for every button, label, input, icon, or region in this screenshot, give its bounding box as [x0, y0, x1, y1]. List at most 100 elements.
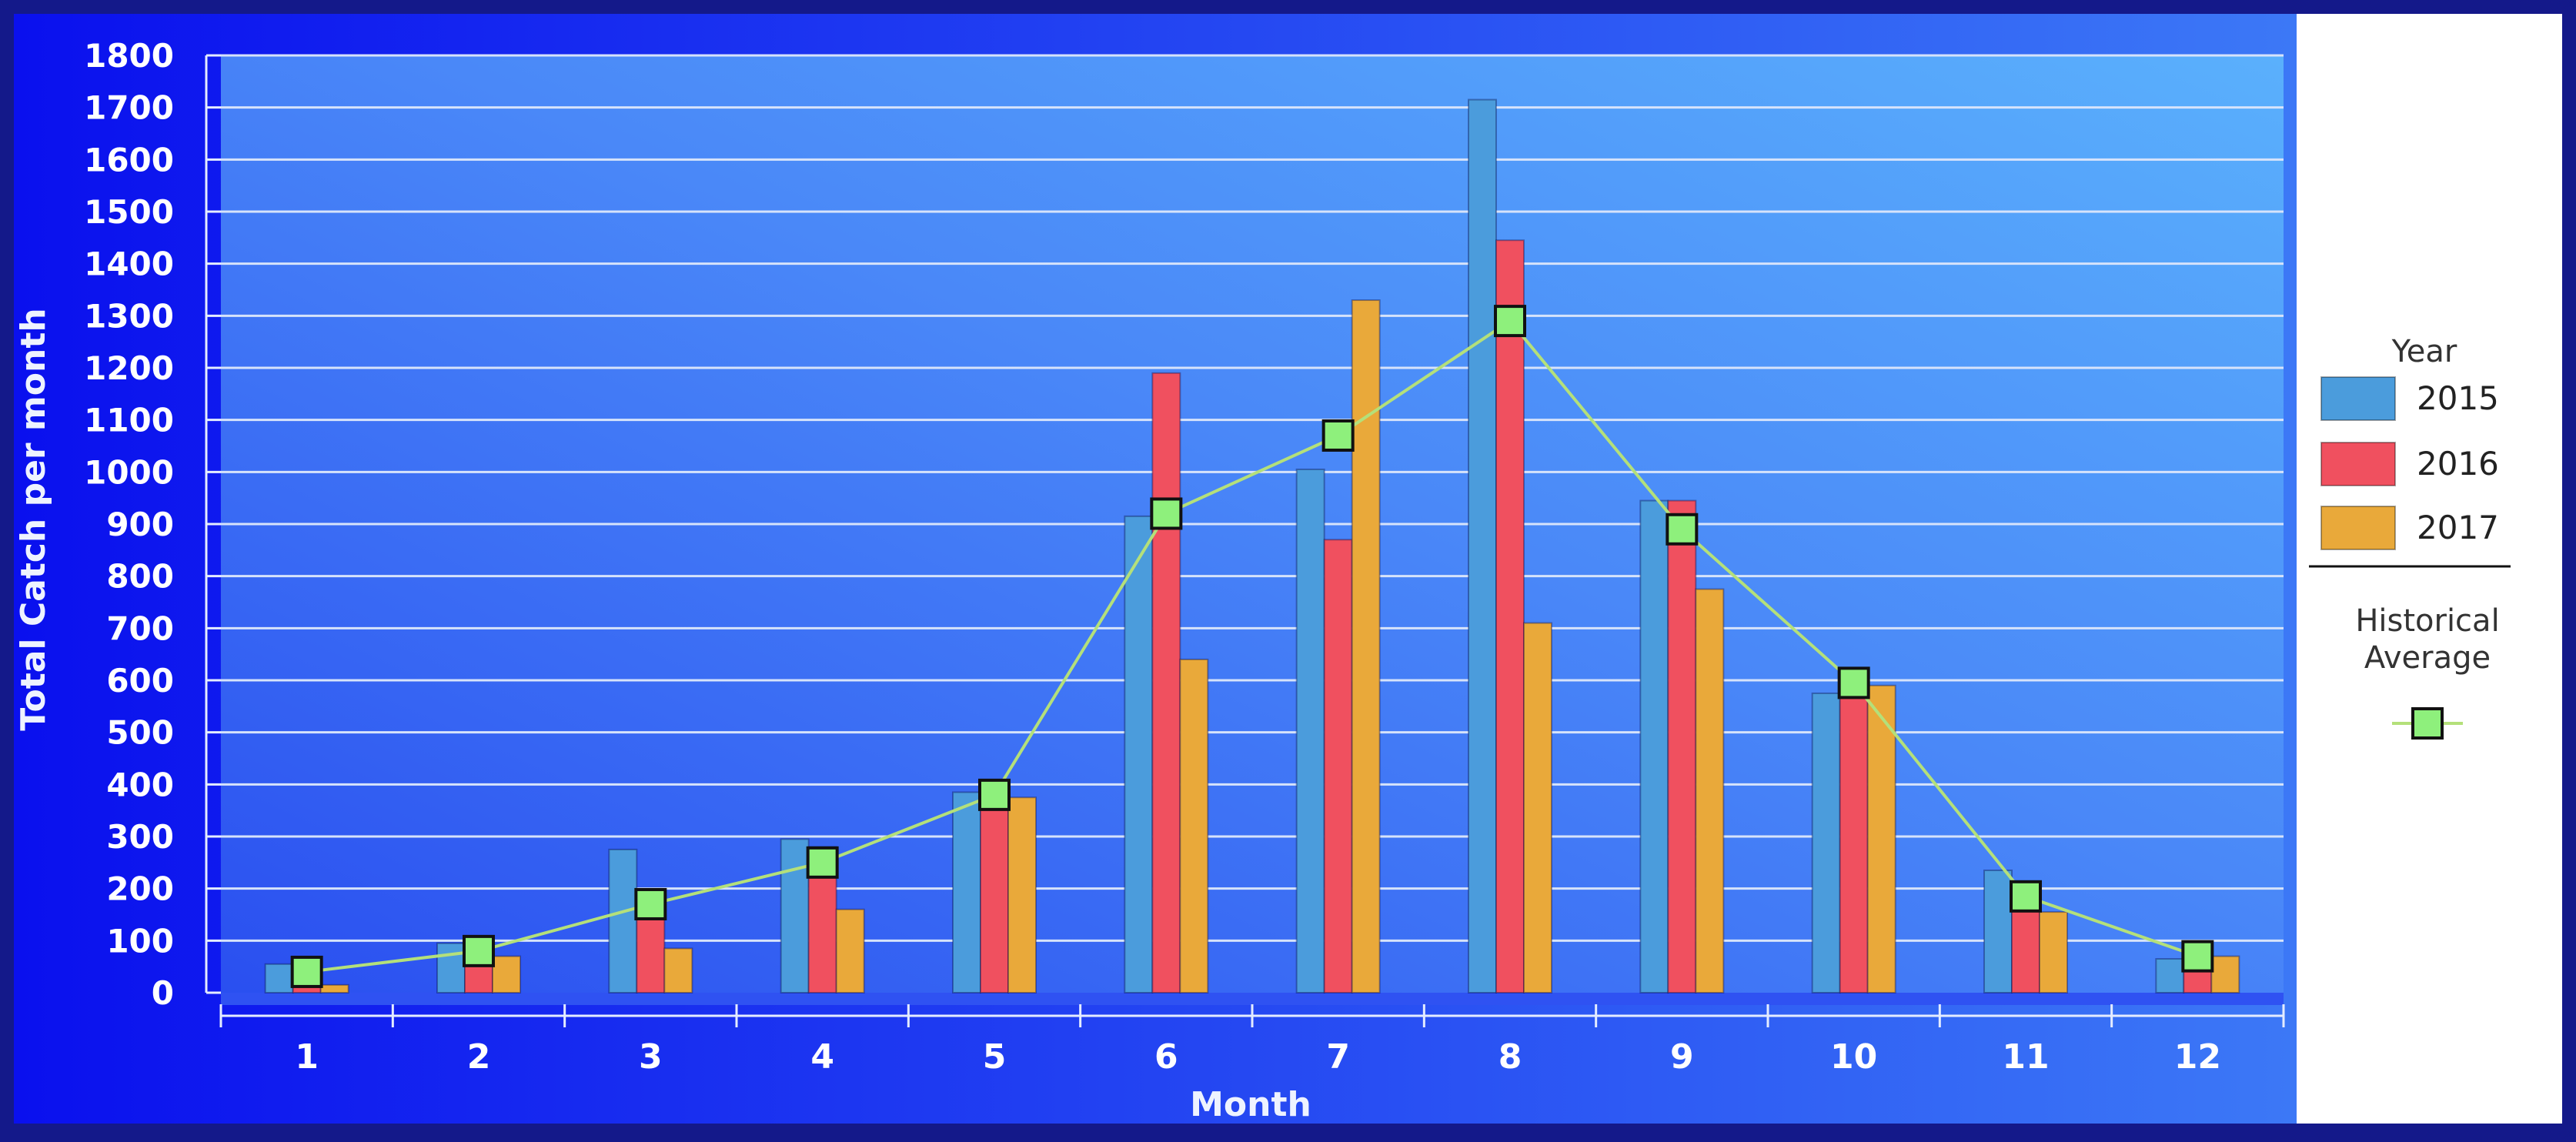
- bar-2016-month-10: [1839, 684, 1869, 993]
- y-tick-label: 1700: [84, 89, 174, 127]
- bar-2015-month-6: [1124, 515, 1154, 993]
- average-marker-month-7: [1321, 419, 1355, 452]
- bar-2015-month-9: [1639, 499, 1669, 993]
- legend-swatch-2016: [2320, 442, 2396, 486]
- bar-2017-month-8: [1523, 622, 1552, 993]
- x-tick-label: 1: [295, 1037, 319, 1077]
- plot-floor: [221, 993, 2284, 1005]
- bar-2015-month-5: [952, 791, 981, 993]
- x-tick-label: 2: [467, 1037, 491, 1077]
- bar-2017-month-1: [319, 983, 349, 993]
- bar-2015-month-1: [264, 963, 294, 993]
- legend-average-label: Historical: [2355, 603, 2499, 639]
- y-tick-label: 300: [106, 818, 174, 856]
- bar-2017-month-5: [1007, 796, 1037, 993]
- average-marker-month-12: [2181, 940, 2214, 973]
- y-tick-label: 1600: [84, 141, 174, 179]
- average-marker-month-9: [1666, 513, 1699, 546]
- bar-2017-month-10: [1866, 684, 1896, 993]
- legend-label-2016: 2016: [2417, 445, 2499, 483]
- bar-2016-month-7: [1323, 539, 1353, 993]
- average-marker-month-2: [463, 934, 495, 967]
- x-tick-label: 5: [983, 1037, 1007, 1077]
- y-tick-label: 1500: [84, 193, 174, 231]
- bar-2017-month-2: [492, 955, 521, 993]
- x-tick-label: 12: [2174, 1037, 2221, 1077]
- x-tick-label: 3: [639, 1037, 663, 1077]
- average-marker-month-1: [290, 955, 323, 988]
- y-axis-label: Total Catch per month: [14, 308, 53, 730]
- average-marker-month-8: [1494, 305, 1526, 338]
- bar-2015-month-11: [1983, 869, 2013, 993]
- bar-series: [264, 99, 2240, 994]
- y-tick-label: 1300: [84, 297, 174, 335]
- legend-panel: [2297, 14, 2562, 1124]
- legend-swatch-2015: [2320, 376, 2396, 421]
- bar-2016-month-6: [1151, 372, 1181, 993]
- bar-2017-month-7: [1351, 299, 1381, 993]
- y-tick-label: 1400: [84, 245, 174, 283]
- y-tick-label: 0: [152, 974, 174, 1012]
- bar-2016-month-11: [2011, 900, 2040, 994]
- historical-average-path: [306, 319, 2198, 973]
- bar-2015-month-10: [1811, 692, 1841, 994]
- y-tick-label: 1200: [84, 349, 174, 387]
- average-marker-month-3: [634, 887, 667, 920]
- legend-average-marker: [2411, 707, 2444, 740]
- average-marker-month-10: [1837, 666, 1870, 700]
- legend-label-2015: 2015: [2417, 379, 2499, 417]
- x-tick-label: 6: [1154, 1037, 1178, 1077]
- bar-2016-month-12: [2183, 968, 2213, 994]
- legend-label-2017: 2017: [2417, 509, 2499, 546]
- y-tick-label: 200: [106, 870, 174, 908]
- bar-2017-month-12: [2210, 955, 2240, 993]
- y-tick-label: 1800: [84, 37, 174, 75]
- bar-2017-month-3: [663, 947, 693, 993]
- bar-2016-month-8: [1495, 239, 1525, 993]
- average-marker-month-11: [2010, 880, 2042, 913]
- bar-2015-month-3: [608, 848, 638, 993]
- y-tick-label: 700: [106, 609, 174, 647]
- legend-swatch-2017: [2320, 506, 2396, 550]
- bar-2015-month-12: [2155, 958, 2185, 994]
- bar-2017-month-11: [2039, 911, 2068, 994]
- bar-2015-month-7: [1295, 468, 1325, 993]
- x-tick-label: 8: [1498, 1037, 1522, 1077]
- y-tick-label: 900: [106, 506, 174, 543]
- bar-2017-month-4: [835, 908, 865, 993]
- y-tick-label: 1100: [84, 402, 174, 439]
- gridlines: [221, 54, 2284, 1005]
- bar-2016-month-5: [980, 793, 1009, 994]
- x-tick-label: 9: [1670, 1037, 1694, 1077]
- legend-average-label: Average: [2364, 640, 2491, 676]
- bar-2016-month-2: [464, 963, 493, 993]
- bar-2015-month-2: [436, 942, 466, 994]
- bar-2015-month-8: [1468, 99, 1497, 993]
- legend-title: Year: [2391, 334, 2457, 369]
- y-tick-label: 400: [106, 766, 174, 803]
- y-tick-label: 800: [106, 558, 174, 596]
- x-axis: 1 2 3 4 5 6 7 8 9 10 11 12: [219, 1004, 2285, 1077]
- bar-2016-month-3: [636, 913, 666, 993]
- x-tick-label: 11: [2002, 1037, 2049, 1077]
- average-marker-month-4: [806, 846, 839, 879]
- x-tick-label: 7: [1326, 1037, 1350, 1077]
- y-tick-label: 100: [106, 922, 174, 960]
- x-axis-label: Month: [1190, 1085, 1311, 1124]
- bar-2015-month-4: [780, 838, 810, 993]
- y-tick-label: 1000: [84, 453, 174, 491]
- bar-2016-month-9: [1667, 499, 1697, 993]
- y-tick-label: 500: [106, 714, 174, 752]
- bar-2017-month-6: [1179, 658, 1209, 994]
- y-axis: 0 100 200 300 400 500 600 700 800 900 1000 1100 1200…: [84, 37, 221, 1012]
- y-tick-label: 600: [106, 662, 174, 700]
- average-marker-month-5: [978, 778, 1011, 811]
- historical-average-line: [290, 305, 2214, 988]
- x-tick-label: 10: [1830, 1037, 1877, 1077]
- average-marker-month-6: [1150, 497, 1183, 530]
- bar-2017-month-9: [1695, 588, 1725, 993]
- x-tick-label: 4: [810, 1037, 834, 1077]
